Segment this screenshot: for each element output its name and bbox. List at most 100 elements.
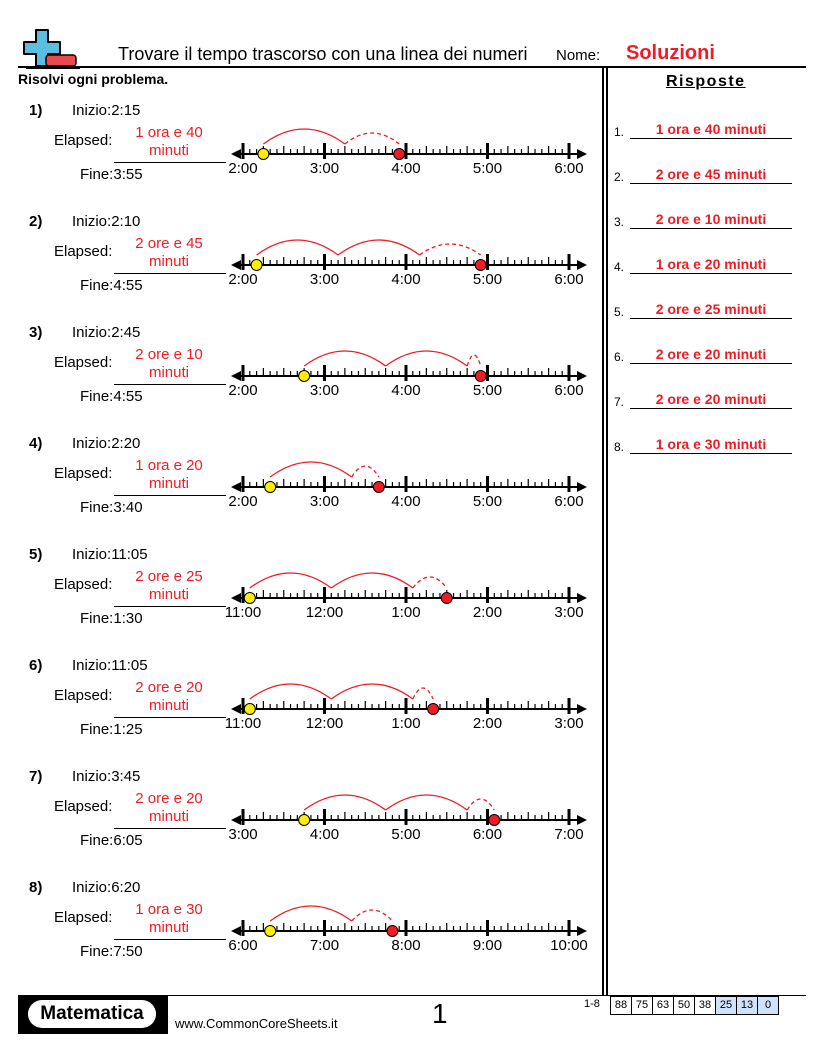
problem-number: 1) bbox=[29, 102, 43, 119]
answers-title: Risposte bbox=[666, 73, 746, 90]
svg-text:11:00: 11:00 bbox=[225, 715, 261, 732]
svg-text:2:00: 2:00 bbox=[473, 715, 502, 732]
elapsed-answer: 2 ore e 10 minuti bbox=[135, 346, 203, 381]
elapsed-label: Elapsed: bbox=[54, 354, 113, 371]
elapsed-underline bbox=[114, 162, 226, 163]
elapsed-label: Elapsed: bbox=[54, 243, 113, 260]
svg-text:4:00: 4:00 bbox=[310, 826, 339, 843]
end-time: Fine:3:55 bbox=[80, 166, 143, 183]
number-line: 2:00 3:00 4:00 5:00 6:00 bbox=[228, 239, 587, 288]
problem-number: 5) bbox=[29, 546, 43, 563]
answer-line bbox=[630, 183, 792, 184]
elapsed-underline bbox=[114, 939, 226, 940]
problem-8: 8) Inizio:6:20 Elapsed: 1 ora e 30 minuti… bbox=[0, 879, 600, 990]
start-time: Inizio:11:05 bbox=[72, 546, 148, 563]
end-time: Fine:4:55 bbox=[80, 388, 143, 405]
answer-value: 1 ora e 20 minuti bbox=[655, 256, 767, 272]
answer-value: 2 ore e 10 minuti bbox=[655, 211, 767, 227]
svg-text:7:00: 7:00 bbox=[310, 937, 339, 954]
problem-number: 6) bbox=[29, 657, 43, 674]
problem-2: 2) Inizio:2:10 Elapsed: 2 ore e 45 minuti… bbox=[0, 213, 600, 324]
elapsed-answer: 2 ore e 20 minuti bbox=[135, 679, 203, 714]
number-line: 3:00 4:00 5:00 6:00 7:00 bbox=[228, 794, 587, 843]
start-time: Inizio:2:45 bbox=[72, 324, 141, 341]
elapsed-label: Elapsed: bbox=[54, 798, 113, 815]
svg-text:12:00: 12:00 bbox=[306, 604, 344, 621]
problem-4: 4) Inizio:2:20 Elapsed: 1 ora e 20 minuti… bbox=[0, 435, 600, 546]
problem-number: 2) bbox=[29, 213, 43, 230]
start-time: Inizio:2:20 bbox=[72, 435, 141, 452]
svg-text:3:00: 3:00 bbox=[554, 715, 583, 732]
start-time: Inizio:11:05 bbox=[72, 657, 148, 674]
score-range: 1-8 bbox=[584, 998, 600, 1010]
instructions: Risolvi ogni problema. bbox=[18, 71, 169, 87]
answer-line bbox=[630, 273, 792, 274]
svg-text:9:00: 9:00 bbox=[473, 937, 502, 954]
answer-number: 1. bbox=[614, 125, 625, 139]
problem-number: 8) bbox=[29, 879, 43, 896]
svg-text:2:00: 2:00 bbox=[228, 271, 257, 288]
end-time: Fine:6:05 bbox=[80, 832, 143, 849]
svg-text:12:00: 12:00 bbox=[306, 715, 344, 732]
header-divider bbox=[18, 66, 806, 68]
answer-line bbox=[630, 228, 792, 229]
problem-7: 7) Inizio:3:45 Elapsed: 2 ore e 20 minuti… bbox=[0, 768, 600, 879]
answer-value: 2 ore e 25 minuti bbox=[655, 301, 767, 317]
start-time: Inizio:2:10 bbox=[72, 213, 141, 230]
elapsed-answer: 2 ore e 25 minuti bbox=[135, 568, 203, 603]
answer-number: 6. bbox=[614, 350, 625, 364]
answer-number: 7. bbox=[614, 395, 625, 409]
name-label: Nome: bbox=[556, 47, 601, 64]
problem-1: 1) Inizio:2:15 Elapsed: 1 ora e 40 minuti… bbox=[0, 102, 600, 213]
score-cell: 25 bbox=[716, 997, 737, 1014]
elapsed-label: Elapsed: bbox=[54, 576, 113, 593]
start-time: Inizio:2:15 bbox=[72, 102, 141, 119]
elapsed-answer: 1 ora e 20 minuti bbox=[135, 457, 203, 492]
svg-text:2:00: 2:00 bbox=[228, 382, 257, 399]
start-time: Inizio:3:45 bbox=[72, 768, 141, 785]
score-cell: 0 bbox=[758, 997, 778, 1014]
svg-text:3:00: 3:00 bbox=[310, 271, 339, 288]
answer-line bbox=[630, 363, 792, 364]
svg-text:3:00: 3:00 bbox=[228, 826, 257, 843]
answer-row-4: 4. 1 ora e 20 minuti bbox=[614, 250, 792, 274]
number-line: 11:00 12:00 1:00 2:00 3:00 bbox=[225, 683, 587, 732]
elapsed-answer: 2 ore e 20 minuti bbox=[135, 790, 203, 825]
svg-text:5:00: 5:00 bbox=[473, 382, 502, 399]
end-time: Fine:4:55 bbox=[80, 277, 143, 294]
score-cell: 75 bbox=[632, 997, 653, 1014]
answer-value: 2 ore e 20 minuti bbox=[655, 346, 767, 362]
svg-text:6:00: 6:00 bbox=[473, 826, 502, 843]
score-table: 88 75 63 50 38 25 13 0 bbox=[610, 996, 779, 1015]
answer-value: 1 ora e 30 minuti bbox=[655, 436, 767, 452]
number-line: 2:00 3:00 4:00 5:00 6:00 bbox=[228, 461, 587, 510]
answer-line bbox=[630, 138, 792, 139]
elapsed-underline bbox=[114, 606, 226, 607]
problem-number: 3) bbox=[29, 324, 43, 341]
score-cell: 63 bbox=[653, 997, 674, 1014]
svg-text:7:00: 7:00 bbox=[554, 826, 583, 843]
elapsed-answer: 1 ora e 40 minuti bbox=[135, 124, 203, 159]
number-line: 6:00 7:00 8:00 9:00 10:00 bbox=[228, 905, 588, 954]
elapsed-underline bbox=[114, 828, 226, 829]
answer-line bbox=[630, 453, 792, 454]
svg-text:8:00: 8:00 bbox=[391, 937, 420, 954]
answer-line bbox=[630, 318, 792, 319]
answer-row-5: 5. 2 ore e 25 minuti bbox=[614, 295, 792, 319]
svg-text:5:00: 5:00 bbox=[473, 493, 502, 510]
svg-text:2:00: 2:00 bbox=[228, 160, 257, 177]
svg-text:4:00: 4:00 bbox=[391, 493, 420, 510]
answer-value: 2 ore e 45 minuti bbox=[655, 166, 767, 182]
svg-text:6:00: 6:00 bbox=[554, 271, 583, 288]
elapsed-label: Elapsed: bbox=[54, 687, 113, 704]
number-line: 2:00 3:00 4:00 5:00 6:00 bbox=[228, 350, 587, 399]
elapsed-underline bbox=[114, 384, 226, 385]
answer-row-3: 3. 2 ore e 10 minuti bbox=[614, 205, 792, 229]
svg-text:5:00: 5:00 bbox=[473, 271, 502, 288]
score-cell: 13 bbox=[737, 997, 758, 1014]
problem-3: 3) Inizio:2:45 Elapsed: 2 ore e 10 minuti… bbox=[0, 324, 600, 435]
end-time: Fine:3:40 bbox=[80, 499, 143, 516]
column-divider bbox=[602, 68, 608, 995]
answer-row-1: 1. 1 ora e 40 minuti bbox=[614, 115, 792, 139]
problem-5: 5) Inizio:11:05 Elapsed: 2 ore e 25 minut… bbox=[0, 546, 600, 657]
